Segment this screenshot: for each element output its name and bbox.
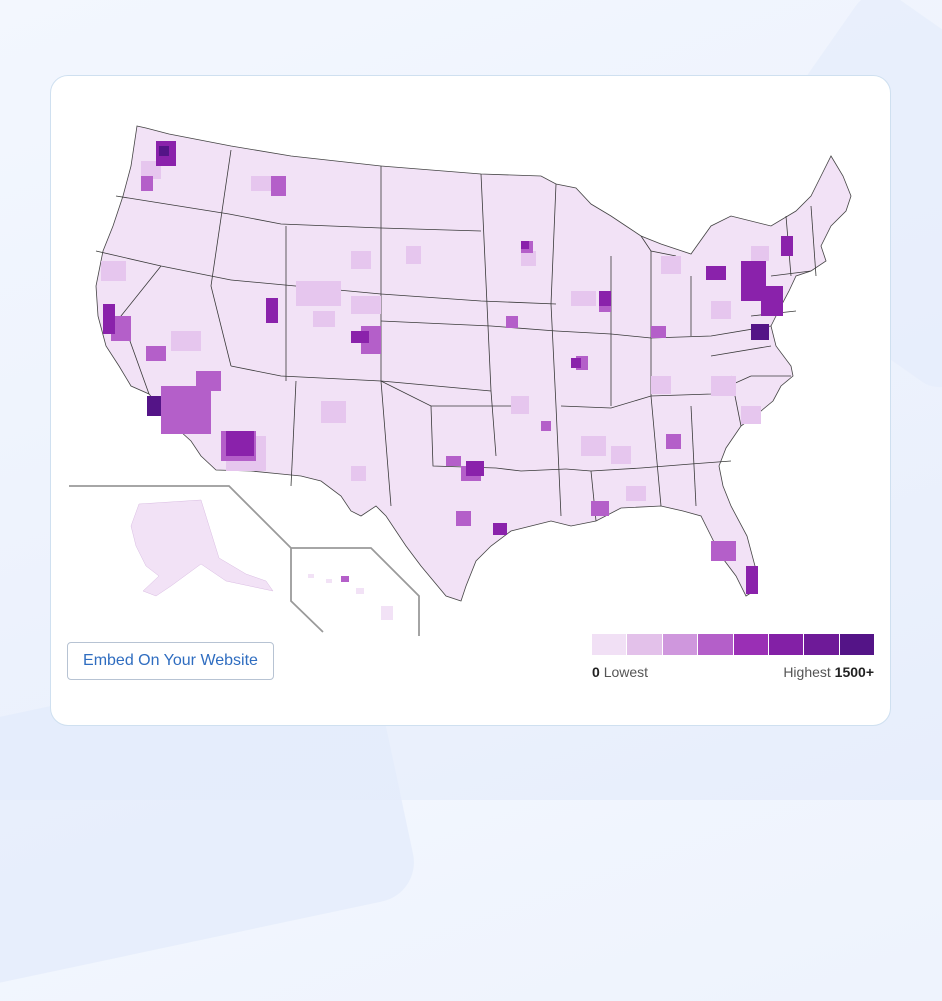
county-lowmid[interactable] — [101, 161, 769, 501]
us-county-map[interactable] — [51, 76, 891, 636]
legend-swatch — [733, 634, 768, 655]
legend: 0 Lowest Highest 1500+ — [592, 634, 874, 680]
embed-button[interactable]: Embed On Your Website — [67, 642, 274, 680]
legend-swatch — [698, 634, 733, 655]
hawaii[interactable] — [308, 574, 393, 620]
legend-swatch — [592, 634, 627, 655]
inset-frame — [69, 485, 420, 636]
legend-high: Highest 1500+ — [783, 664, 874, 680]
county-highest[interactable] — [147, 146, 769, 416]
alaska[interactable] — [130, 499, 274, 597]
legend-swatch — [839, 634, 874, 655]
legend-swatch — [627, 634, 662, 655]
legend-color-scale — [592, 634, 874, 655]
map-card: Embed On Your Website 0 Lowest Highest 1… — [50, 75, 891, 726]
legend-swatch — [804, 634, 839, 655]
state-borders — [95, 149, 817, 522]
legend-low: 0 Lowest — [592, 664, 649, 680]
legend-swatch — [768, 634, 804, 655]
legend-swatch — [662, 634, 698, 655]
